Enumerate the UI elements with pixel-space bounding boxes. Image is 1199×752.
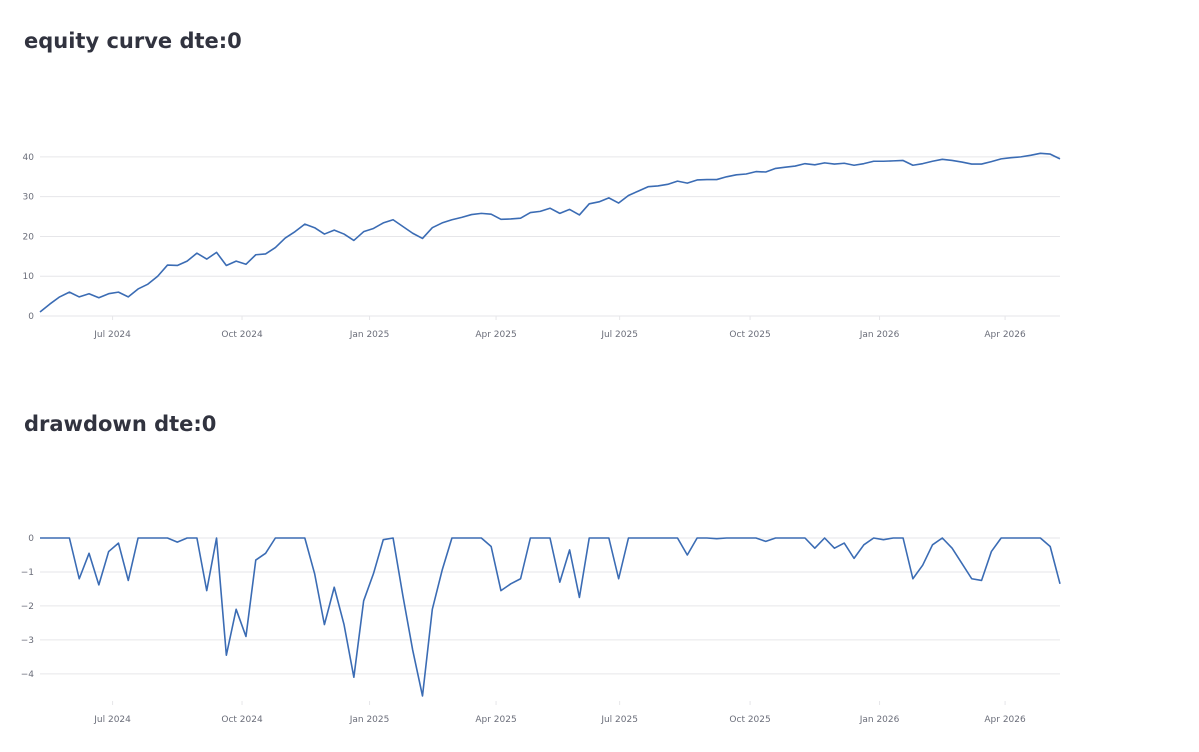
x-tick-label: Jan 2025 <box>349 715 390 725</box>
x-tick-label: Jul 2024 <box>93 330 131 340</box>
x-tick-label: Apr 2026 <box>984 715 1026 725</box>
chart-title: equity curve dte:0 <box>24 29 242 53</box>
y-tick-label: −3 <box>21 636 34 646</box>
x-tick-label: Apr 2025 <box>475 330 516 340</box>
line <box>40 537 1061 697</box>
x-tick-label: Oct 2024 <box>221 715 263 725</box>
x-tick-label: Oct 2025 <box>729 715 770 725</box>
x-tick-label: Jan 2025 <box>349 330 390 340</box>
x-tick-label: Jul 2024 <box>93 715 131 725</box>
y-tick-label: −4 <box>21 670 35 680</box>
y-tick-label: −1 <box>21 568 34 578</box>
y-tick-label: 0 <box>28 312 34 322</box>
y-tick-label: 20 <box>23 232 35 242</box>
x-tick-label: Jan 2026 <box>859 715 900 725</box>
x-tick-label: Oct 2025 <box>729 330 770 340</box>
x-tick-label: Jan 2026 <box>859 330 900 340</box>
x-tick-label: Jul 2025 <box>600 330 638 340</box>
line <box>39 152 1061 313</box>
y-tick-label: 40 <box>23 153 35 163</box>
y-tick-label: 30 <box>23 193 35 203</box>
x-tick-label: Apr 2025 <box>475 715 516 725</box>
x-tick-label: Oct 2024 <box>221 330 263 340</box>
y-tick-label: 0 <box>28 534 34 544</box>
x-tick-label: Apr 2026 <box>984 330 1026 340</box>
x-tick-label: Jul 2025 <box>600 715 638 725</box>
y-tick-label: 10 <box>23 272 35 282</box>
y-tick-label: −2 <box>21 602 34 612</box>
chart-title: drawdown dte:0 <box>24 412 216 436</box>
